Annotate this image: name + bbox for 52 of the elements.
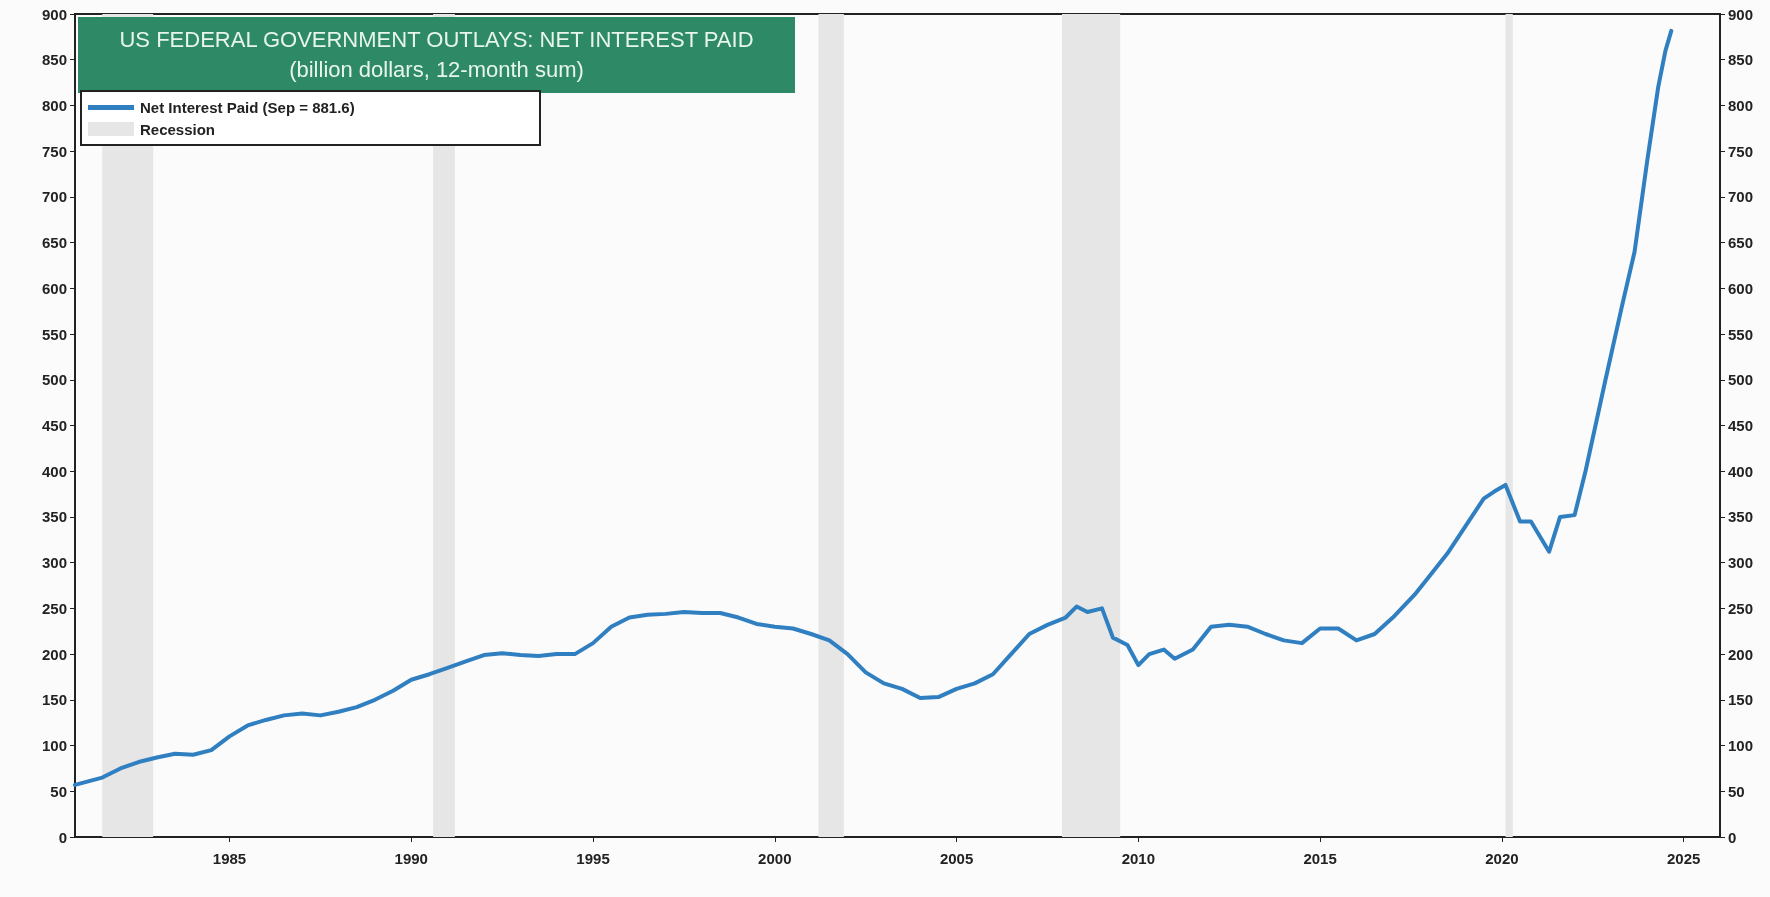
y2-tick-label: 600 [1728, 279, 1754, 297]
y-tick-label: 50 [50, 782, 67, 800]
x-tick-label: 2010 [1121, 850, 1156, 867]
y2-tick-label: 350 [1728, 508, 1754, 526]
y2-tick-label: 100 [1728, 737, 1754, 755]
y-tick-label: 350 [41, 508, 67, 526]
y2-tick-label: 300 [1728, 554, 1754, 572]
y-tick-label: 150 [41, 691, 67, 709]
y-tick-label: 400 [41, 462, 67, 480]
y2-tick-label: 500 [1728, 371, 1754, 389]
x-tick-label: 2025 [1666, 850, 1701, 867]
y2-tick-label: 650 [1728, 234, 1754, 252]
y-tick-label: 450 [41, 417, 67, 434]
band-label: Recession [140, 120, 216, 138]
y2-tick-label: 800 [1728, 96, 1754, 114]
line-series [73, 28, 1674, 787]
y-tick-label: 650 [41, 234, 67, 252]
y-tick-label: 600 [41, 279, 67, 297]
y2-tick-label: 450 [1728, 417, 1754, 434]
legend-label: Net Interest Paid (Sep = 881.6) [140, 98, 355, 116]
y-tick-label: 550 [41, 325, 67, 343]
x-tick-label: 2000 [758, 850, 792, 867]
x-tick-label: 1995 [576, 850, 610, 867]
y-tick-label: 500 [41, 371, 67, 389]
y2-tick-label: 750 [1728, 142, 1754, 160]
x-tick-label: 2005 [939, 850, 974, 867]
y2-tick-label: 250 [1728, 599, 1754, 617]
y2-tick-label: 700 [1728, 188, 1754, 206]
x-tick-label: 2015 [1303, 850, 1337, 867]
y-tick-label: 0 [58, 828, 67, 846]
legend-box: Net Interest Paid (Sep = 881.6) Recession [80, 90, 541, 146]
y-tick-label: 100 [41, 737, 67, 755]
y2-tick-label: 200 [1728, 645, 1754, 663]
y2-tick-label: 50 [1728, 782, 1745, 800]
y2-tick-label: 850 [1728, 51, 1754, 69]
x-tick-label: 1990 [394, 850, 428, 867]
y2-tick-label: 0 [1728, 828, 1737, 846]
x-tick-label: 1985 [212, 850, 247, 867]
y-tick-label: 700 [41, 188, 67, 206]
y2-tick-label: 150 [1728, 691, 1754, 709]
y-tick-label: 300 [41, 554, 67, 572]
title-banner: US FEDERAL GOVERNMENT OUTLAYS: NET INTEREST PAID (billion dollars, 12-month sum) [78, 17, 795, 93]
y2-tick-label: 900 [1728, 5, 1754, 23]
y2-tick-label: 400 [1728, 462, 1754, 480]
y-tick-label: 750 [41, 142, 67, 160]
y2-tick-label: 550 [1728, 325, 1754, 343]
y-tick-label: 250 [41, 599, 67, 617]
y-tick-label: 900 [41, 5, 67, 23]
y-tick-label: 850 [41, 51, 67, 69]
y-tick-label: 800 [41, 96, 67, 114]
x-tick-label: 2020 [1485, 850, 1519, 867]
y-tick-label: 200 [41, 645, 67, 663]
